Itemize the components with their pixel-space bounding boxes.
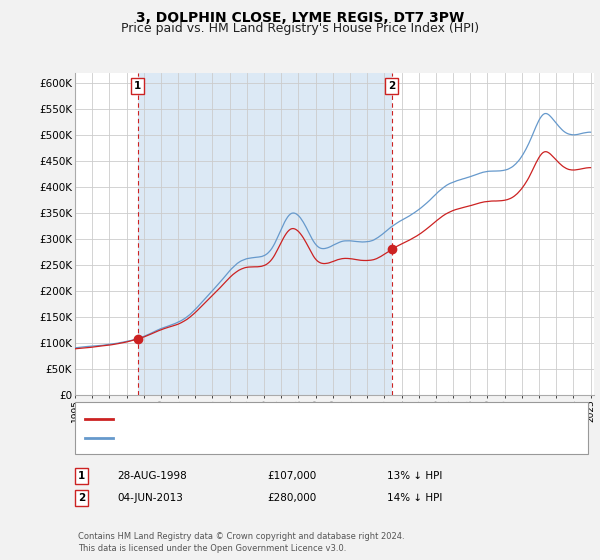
Text: Price paid vs. HM Land Registry's House Price Index (HPI): Price paid vs. HM Land Registry's House … <box>121 22 479 35</box>
Text: Contains HM Land Registry data © Crown copyright and database right 2024.
This d: Contains HM Land Registry data © Crown c… <box>78 532 404 553</box>
Text: £107,000: £107,000 <box>267 471 316 481</box>
Bar <box>138 73 392 395</box>
Text: 13% ↓ HPI: 13% ↓ HPI <box>387 471 442 481</box>
Text: 3, DOLPHIN CLOSE, LYME REGIS, DT7 3PW (detached house): 3, DOLPHIN CLOSE, LYME REGIS, DT7 3PW (d… <box>118 414 423 424</box>
Text: 2: 2 <box>78 493 85 503</box>
Text: 2: 2 <box>388 81 395 91</box>
Text: 14% ↓ HPI: 14% ↓ HPI <box>387 493 442 503</box>
Text: £280,000: £280,000 <box>267 493 316 503</box>
Text: 28-AUG-1998: 28-AUG-1998 <box>117 471 187 481</box>
Text: 04-JUN-2013: 04-JUN-2013 <box>117 493 183 503</box>
Text: HPI: Average price, detached house, Dorset: HPI: Average price, detached house, Dors… <box>118 433 338 443</box>
Text: 3, DOLPHIN CLOSE, LYME REGIS, DT7 3PW: 3, DOLPHIN CLOSE, LYME REGIS, DT7 3PW <box>136 11 464 25</box>
Text: 1: 1 <box>78 471 85 481</box>
Text: 1: 1 <box>134 81 142 91</box>
